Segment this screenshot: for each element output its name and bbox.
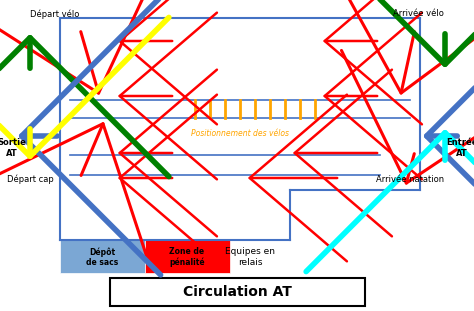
Text: Entrée
AT: Entrée AT <box>446 138 474 158</box>
Bar <box>145 240 230 273</box>
Text: Equipes en
relais: Equipes en relais <box>225 247 275 267</box>
Text: Départ vélo: Départ vélo <box>30 9 79 19</box>
Text: Circulation AT: Circulation AT <box>182 285 292 299</box>
Text: Sortie
AT: Sortie AT <box>0 138 27 158</box>
Text: Dépôt
de sacs: Dépôt de sacs <box>86 247 118 267</box>
Text: Arrivée vélo: Arrivée vélo <box>393 10 444 18</box>
Text: Arrivée natation: Arrivée natation <box>376 175 444 184</box>
Text: Départ cap: Départ cap <box>7 175 54 184</box>
Bar <box>110 278 365 306</box>
Bar <box>60 240 145 273</box>
Text: Positionnement des vélos: Positionnement des vélos <box>191 128 289 137</box>
Text: Zone de
pénalité: Zone de pénalité <box>169 247 205 267</box>
